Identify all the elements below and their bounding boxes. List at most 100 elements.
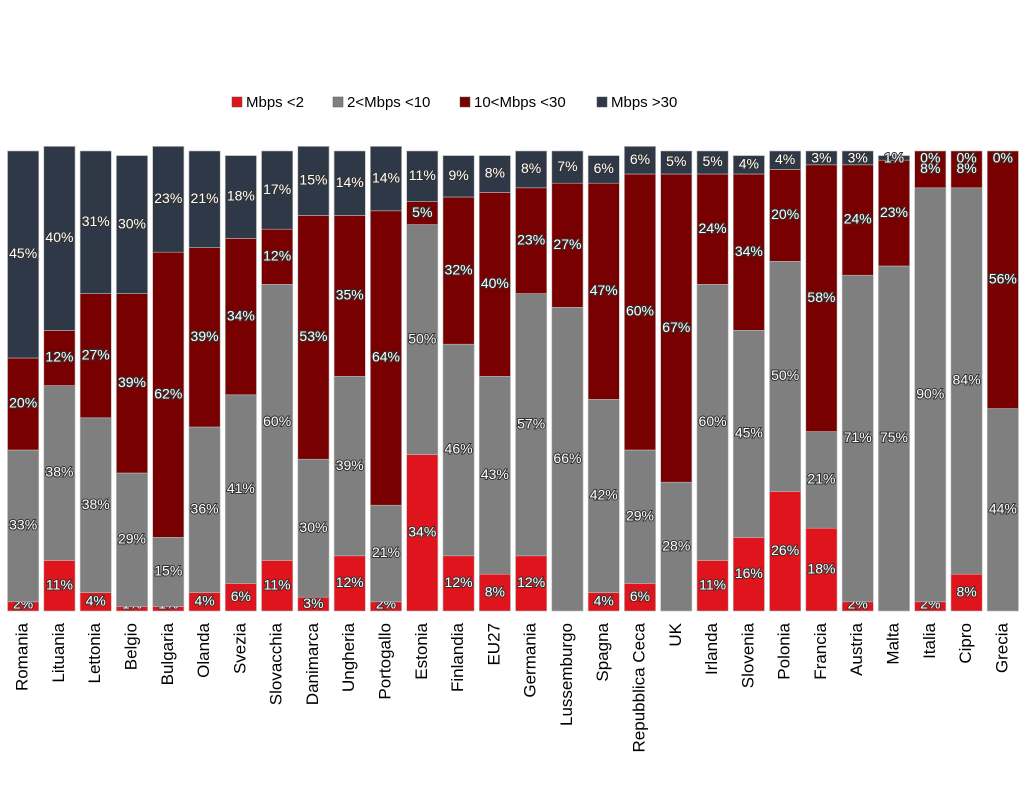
value-label: 57% <box>517 415 545 431</box>
value-label: 12% <box>336 574 364 590</box>
bar-segment <box>370 504 402 603</box>
bar-segment <box>805 431 838 529</box>
bar-segment <box>224 238 257 396</box>
bar-segment <box>624 449 656 584</box>
bar-segment <box>587 155 620 184</box>
bar-segment <box>79 417 112 593</box>
value-label: 11% <box>46 576 73 592</box>
value-label: 21% <box>372 544 400 560</box>
x-tick-label: Belgio <box>121 623 140 670</box>
value-label: 3% <box>303 595 323 611</box>
value-label: 11% <box>409 167 436 183</box>
bar-segment <box>152 537 185 607</box>
value-label: 32% <box>445 261 473 277</box>
bar-segment <box>333 376 366 557</box>
value-label: 90% <box>916 386 944 402</box>
bar-segment <box>261 150 294 230</box>
bar-segment <box>224 394 257 584</box>
bar-segment <box>986 150 1019 409</box>
legend-label: Mbps >30 <box>611 94 677 111</box>
bar-segment <box>478 155 511 193</box>
bar-segment <box>696 150 729 175</box>
bar-segment <box>224 583 257 612</box>
bar-segment <box>188 150 221 248</box>
value-label: 5% <box>412 204 432 220</box>
value-label: 29% <box>118 530 146 546</box>
x-tick-label: Danimarca <box>303 622 322 705</box>
value-label: 8% <box>485 583 505 599</box>
bar-segment <box>7 357 40 451</box>
bar-segment <box>769 150 802 170</box>
x-tick-label: Francia <box>811 622 830 679</box>
value-label: 36% <box>191 501 219 517</box>
legend-label: 10<Mbps <30 <box>474 94 566 111</box>
bar-segment <box>43 146 76 331</box>
value-label: 1% <box>884 150 904 166</box>
value-label: 4% <box>775 151 795 167</box>
value-label: 60% <box>699 413 727 429</box>
x-tick-label: Irlanda <box>702 622 721 675</box>
bar-segment <box>370 146 402 212</box>
value-label: 0% <box>920 150 940 166</box>
x-tick-label: Malta <box>883 622 902 664</box>
bar-segment <box>841 274 874 603</box>
bar-segment <box>950 150 983 189</box>
value-label: 35% <box>336 287 364 303</box>
value-label: 0% <box>956 150 976 166</box>
value-label: 40% <box>481 275 509 291</box>
value-label: 6% <box>231 588 251 604</box>
value-label: 60% <box>263 413 291 429</box>
bar-segment <box>769 169 802 262</box>
x-tick-label: Cipro <box>956 623 975 664</box>
value-label: 62% <box>154 386 182 402</box>
value-label: 53% <box>299 328 327 344</box>
x-tick-label: Lettonia <box>85 622 104 683</box>
bar-segment <box>188 426 221 593</box>
bar-segment <box>587 399 620 593</box>
bar-segment <box>551 307 584 612</box>
bar-segment <box>769 261 802 492</box>
value-label: 6% <box>594 160 614 176</box>
bar-segment <box>152 251 185 538</box>
bar-segment <box>878 159 910 267</box>
value-label: 4% <box>86 593 106 609</box>
value-label: 5% <box>702 153 722 169</box>
bar-segment <box>805 150 838 166</box>
bar-segment <box>7 449 40 603</box>
value-label: 20% <box>9 395 37 411</box>
bar-segment <box>261 284 294 561</box>
bar-segment <box>805 164 838 432</box>
bar-segment <box>116 293 148 474</box>
value-label: 50% <box>771 367 799 383</box>
x-tick-label: Portogallo <box>375 623 394 700</box>
x-tick-label: Spagna <box>593 622 612 681</box>
value-label: 47% <box>590 282 618 298</box>
value-label: 39% <box>336 457 364 473</box>
bar-segment <box>660 173 693 483</box>
bar-segment <box>914 187 947 603</box>
x-tick-label: Grecia <box>992 622 1011 673</box>
value-label: 12% <box>517 574 545 590</box>
value-label: 8% <box>521 160 541 176</box>
x-tick-label: Repubblica Ceca <box>629 622 648 752</box>
value-label: 18% <box>807 560 835 576</box>
value-label: 34% <box>227 307 255 323</box>
value-label: 38% <box>82 496 110 512</box>
value-label: 8% <box>485 165 505 181</box>
bar-segment <box>551 150 584 184</box>
value-label: 8% <box>956 583 976 599</box>
x-tick-label: Olanda <box>194 622 213 677</box>
value-label: 43% <box>481 466 509 482</box>
bar-segment <box>587 182 620 400</box>
value-label: 21% <box>191 190 219 206</box>
value-label: 0% <box>993 150 1013 166</box>
value-label: 46% <box>445 441 473 457</box>
bar-segment <box>478 192 511 377</box>
value-label: 60% <box>626 303 654 319</box>
value-label: 8% <box>956 160 976 176</box>
legend-swatch <box>459 96 471 108</box>
x-tick-label: Germania <box>521 622 540 697</box>
bar-segment <box>333 555 366 612</box>
value-label: 3% <box>848 150 868 166</box>
